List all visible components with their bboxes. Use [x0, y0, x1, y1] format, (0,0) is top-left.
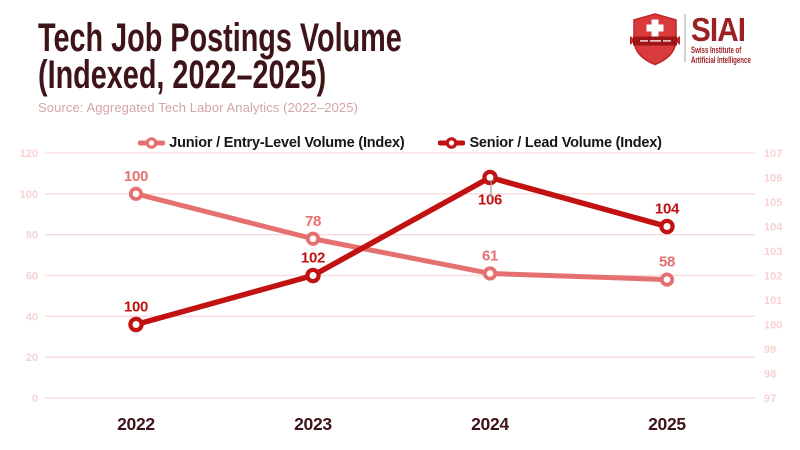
legend-item-junior: Junior / Entry-Level Volume (Index)	[138, 135, 405, 151]
right-axis-tick-label: 100	[764, 320, 782, 332]
data-point-label: 100	[124, 299, 148, 316]
data-point-label: 104	[655, 201, 680, 218]
right-axis-tick-label: 101	[764, 295, 782, 307]
logo-wordmark: SIAI	[691, 11, 746, 48]
legend-label-junior: Junior / Entry-Level Volume (Index)	[169, 135, 405, 151]
source-caption: Source: Aggregated Tech Labor Analytics …	[38, 100, 358, 115]
right-axis-tick-label: 104	[764, 222, 783, 234]
logo-subtitle-line1: Swiss Institute of	[691, 45, 742, 55]
mouse-cursor-icon	[488, 180, 494, 197]
left-axis-tick-label: 20	[26, 352, 38, 364]
logo-divider	[684, 14, 686, 62]
data-point-label: 102	[301, 250, 325, 267]
left-axis-tick-label: 0	[32, 393, 38, 405]
page-title: Tech Job Postings Volume (Indexed, 2022–…	[38, 16, 402, 97]
data-point-marker	[128, 186, 144, 201]
left-axis-tick-label: 60	[26, 271, 38, 283]
siai-logo: SIAI Swiss Institute of Artificial Intel…	[630, 10, 770, 72]
right-axis-tick-label: 106	[764, 173, 782, 185]
series-line	[133, 191, 670, 283]
left-axis-tick-label: 120	[20, 148, 38, 160]
x-axis-year-label: 2024	[471, 414, 509, 434]
data-point-marker	[128, 316, 144, 333]
data-point-label: 58	[659, 254, 675, 271]
data-point-marker	[305, 267, 321, 284]
x-axis-year-label: 2023	[294, 414, 332, 434]
series-line	[133, 174, 670, 328]
data-point-label: 106	[478, 192, 502, 209]
data-point-marker	[305, 231, 321, 246]
logo-subtitle: Swiss Institute of Artificial Intelligen…	[691, 45, 751, 65]
logo-subtitle-line2: Artificial Intelligence	[691, 54, 751, 65]
right-axis-tick-label: 99	[764, 344, 776, 356]
x-axis-year-label: 2025	[648, 414, 686, 434]
right-axis-tick-label: 98	[764, 369, 776, 381]
swiss-shield-icon	[630, 13, 680, 66]
right-axis-tick-label: 105	[764, 197, 782, 209]
legend-label-senior: Senior / Lead Volume (Index)	[469, 135, 662, 151]
right-axis-tick-label: 103	[764, 246, 782, 258]
left-axis-tick-label: 80	[26, 230, 38, 242]
data-point-marker	[659, 218, 675, 235]
right-axis-tick-label: 97	[764, 393, 776, 405]
legend-marker-senior-icon	[438, 137, 466, 149]
data-point-label: 78	[305, 213, 321, 230]
right-axis-tick-label: 102	[764, 271, 782, 283]
data-point-marker	[659, 272, 675, 287]
legend-item-senior: Senior / Lead Volume (Index)	[438, 135, 662, 151]
left-axis-tick-label: 40	[26, 311, 38, 323]
right-axis-tick-label: 107	[764, 148, 782, 160]
data-point-label: 100	[124, 168, 148, 185]
page-title-line1: Tech Job Postings Volume	[38, 16, 402, 60]
page-title-line2: (Indexed, 2022–2025)	[38, 53, 327, 97]
data-point-marker	[482, 266, 498, 281]
legend-marker-junior-icon	[138, 137, 166, 149]
chart-legend: Junior / Entry-Level Volume (Index) Seni…	[0, 132, 800, 154]
left-axis-tick-label: 100	[20, 189, 38, 201]
data-point-label: 61	[482, 247, 498, 264]
x-axis-year-label: 2022	[117, 414, 155, 434]
